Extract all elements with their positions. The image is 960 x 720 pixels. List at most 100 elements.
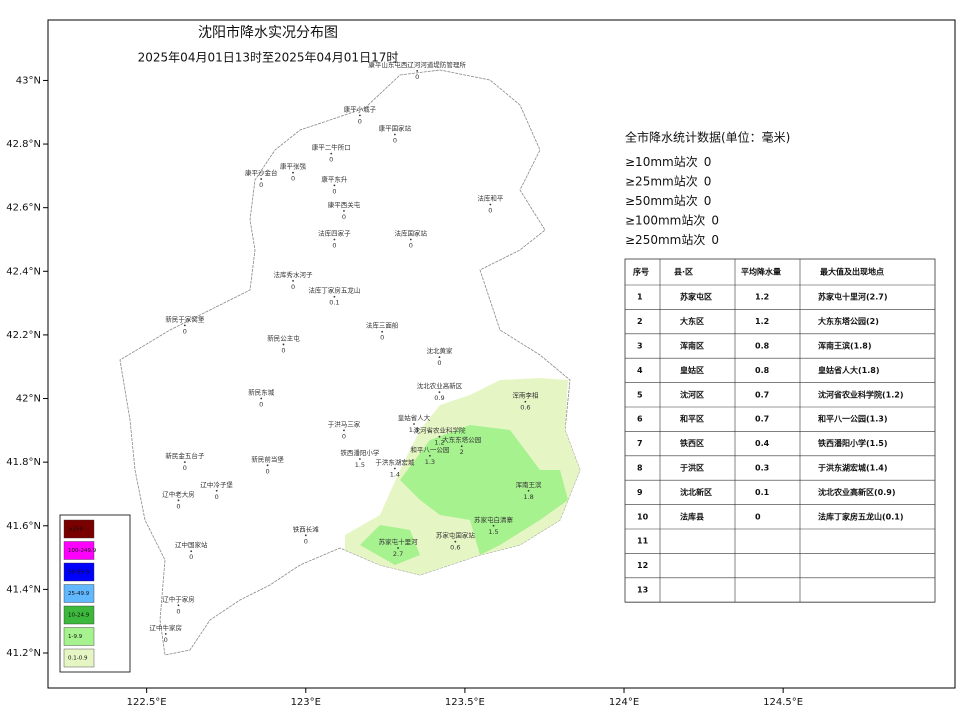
station-value: 0 — [332, 187, 336, 195]
table-cell: 沈河省农业科学院(1.2) — [818, 389, 903, 399]
table-header: 平均降水量 — [741, 267, 781, 277]
station-name: 康平国家站 — [379, 124, 412, 133]
station-name: 康平山东屯西辽河河道堤防管理所 — [368, 60, 466, 69]
station-value: 0 — [415, 73, 419, 81]
station-dot — [416, 69, 419, 72]
stats-count: 0 — [711, 213, 719, 227]
station-name: 铁西潘阳小学 — [340, 448, 380, 457]
station-dot — [292, 279, 294, 282]
table-cell: 大东东塔公园(2) — [818, 316, 879, 326]
table-header: 最大值及出现地点 — [820, 267, 884, 277]
y-tick-label: 41.4°N — [6, 584, 41, 595]
station-value: 2.7 — [393, 550, 403, 558]
station-value: 0 — [291, 283, 295, 291]
station-value: 0 — [183, 464, 187, 472]
table-cell: 0.4 — [755, 439, 770, 448]
station-name: 苏家屯国家站 — [436, 531, 476, 540]
table-cell: 0.1 — [755, 488, 770, 497]
station-dot — [282, 343, 285, 346]
stats-line: ≥100mm站次 0 — [625, 213, 719, 227]
station-dot — [393, 133, 396, 136]
y-tick-label: 42.6°N — [6, 203, 41, 214]
stats-label: ≥50mm站次 — [625, 194, 698, 208]
station-value: 0 — [259, 181, 263, 189]
stats-count: 0 — [704, 174, 712, 188]
station-name: 法库国家站 — [395, 228, 428, 237]
station-dot — [397, 547, 399, 549]
legend-swatch — [63, 562, 95, 582]
station-dot — [438, 356, 441, 359]
table-cell: 于洪区 — [680, 463, 704, 473]
legend-swatch — [63, 648, 95, 668]
x-tick-label: 124°E — [609, 697, 639, 708]
legend-label: 10-24.9 — [68, 613, 90, 619]
station-dot — [292, 171, 294, 174]
stats-line: ≥250mm站次 0 — [625, 233, 719, 247]
station-dot — [333, 238, 336, 241]
legend-label: 25-49.9 — [68, 591, 90, 597]
table-cell: 13 — [637, 586, 648, 595]
station-value: 0 — [358, 117, 362, 125]
table-cell: 0 — [755, 512, 761, 521]
table-cell: 浑南王滨(1.8) — [818, 341, 871, 351]
table-cell: 铁西潘阳小学(1.5) — [818, 438, 887, 448]
station-value: 0 — [342, 432, 346, 440]
station-value: 0 — [437, 359, 441, 367]
stats-label: ≥250mm站次 — [625, 233, 705, 247]
table-header: 县·区 — [674, 268, 693, 277]
station-name: 新民于家窝堡 — [165, 314, 205, 323]
station-dot — [454, 540, 457, 543]
station-dot — [492, 524, 495, 527]
map-title: 沈阳市降水实况分布图 — [198, 24, 338, 41]
station-value: 0 — [281, 346, 285, 354]
station-value: 0 — [176, 607, 180, 615]
stats-count: 0 — [704, 194, 712, 208]
station-dot — [304, 534, 307, 537]
table-cell: 大东区 — [680, 316, 704, 326]
y-tick-label: 43°N — [16, 75, 41, 86]
station-name: 法库四家子 — [318, 228, 351, 237]
station-name: 铁西长滩 — [293, 524, 320, 533]
station-value: 0.6 — [450, 544, 460, 552]
stats-line: ≥25mm站次 0 — [625, 174, 711, 188]
legend-swatch — [63, 605, 95, 625]
table-cell: 浑南区 — [680, 341, 704, 351]
stats-label: ≥25mm站次 — [625, 174, 698, 188]
station-dot — [266, 464, 269, 467]
y-tick-label: 42°N — [16, 394, 41, 405]
legend-label: 100-249.9 — [68, 548, 97, 554]
station-dot — [260, 178, 263, 180]
station-dot — [527, 489, 530, 492]
rain-area-green — [400, 425, 568, 555]
legend-label: ≥250 — [68, 527, 84, 533]
station-name: 沈北黄家 — [426, 346, 453, 355]
station-value: 1.8 — [523, 493, 533, 501]
station-value: 0 — [266, 467, 270, 475]
station-dot — [381, 330, 384, 333]
station-dot — [330, 152, 333, 155]
station-name: 辽中冷子堡 — [200, 480, 233, 489]
station-name: 辽中牛家房 — [150, 623, 183, 632]
table-cell: 4 — [637, 366, 643, 375]
table-cell: 和平八一公园(1.3) — [818, 414, 887, 424]
station-value: 0 — [488, 206, 492, 214]
station-value: 0 — [291, 175, 295, 183]
stats-line: ≥50mm站次 0 — [625, 194, 711, 208]
map-subtitle: 2025年04月01日13时至2025年04月01日17时 — [138, 51, 399, 65]
station-name: 沈北农业高新区 — [417, 381, 463, 390]
station-name: 浑南王滨 — [516, 480, 543, 489]
station-name: 法库和平 — [477, 193, 504, 202]
station-name: 沈河省农业科学院 — [413, 426, 466, 435]
legend-swatch — [63, 627, 95, 646]
table-cell: 6 — [637, 415, 643, 424]
station-value: 0 — [304, 537, 308, 545]
station-dot — [343, 209, 345, 212]
station-name: 浑南李相 — [512, 391, 539, 400]
table-cell: 和平区 — [680, 414, 704, 424]
table-cell: 0.3 — [755, 464, 769, 473]
station-name: 辽中国家站 — [175, 540, 208, 549]
station-dot — [460, 445, 463, 448]
stats-title: 全市降水统计数据(单位：毫米) — [625, 130, 790, 145]
station-name: 苏家屯白清寨 — [474, 515, 514, 524]
